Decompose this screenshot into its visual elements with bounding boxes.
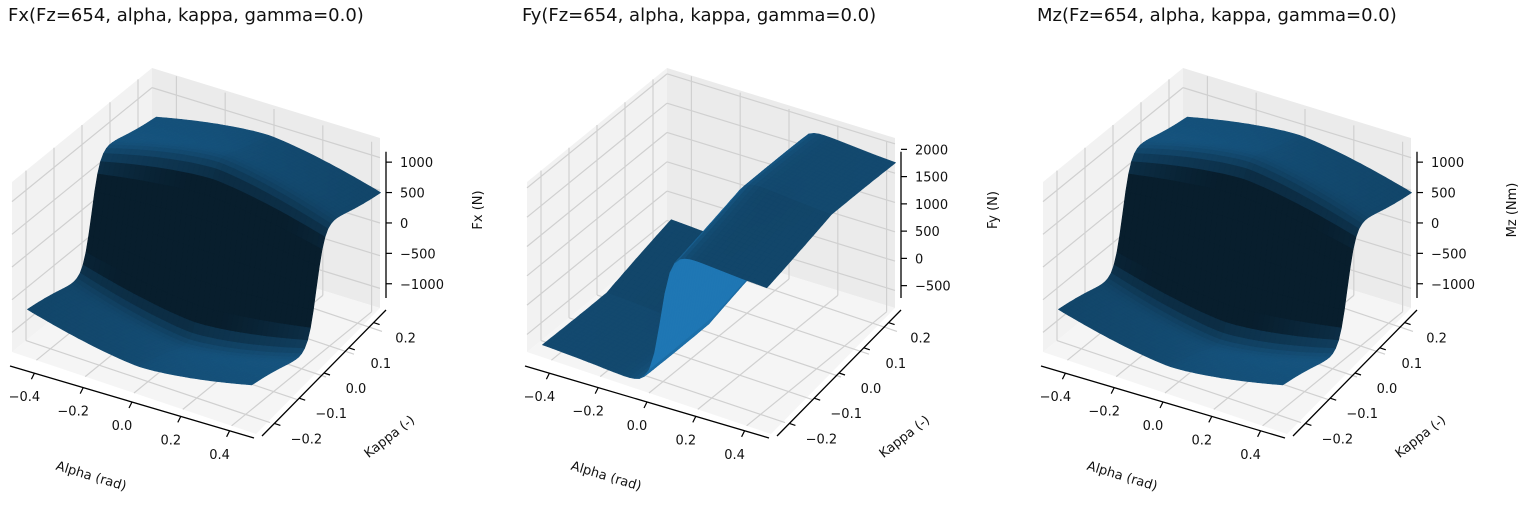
kappa-tick-label: −0.1 [830, 407, 862, 422]
kappa-tick [299, 397, 306, 401]
kappa-tick-label: 0.2 [910, 332, 931, 347]
kappa-tick [323, 372, 331, 376]
kappa-tick [789, 422, 796, 426]
z-tick-label: 500 [915, 225, 940, 240]
grid-line [526, 219, 668, 335]
z-tick-label: 2000 [915, 143, 948, 158]
z-axis-label: Fx (N) [471, 190, 486, 229]
kappa-tick [888, 322, 895, 326]
alpha-tick-label: −0.2 [57, 405, 89, 420]
kappa-tick-label: −0.1 [315, 407, 347, 422]
grid-line [666, 73, 896, 145]
grid-line [526, 161, 668, 277]
alpha-tick-label: −0.2 [572, 405, 604, 420]
kappa-tick [373, 322, 380, 326]
alpha-tick [594, 387, 599, 394]
z-tick-label: 1000 [400, 156, 433, 171]
kappa-axis-label: Kappa (-) [877, 413, 933, 462]
kappa-tick [274, 422, 281, 426]
kappa-tick-label: 0.1 [885, 357, 906, 372]
alpha-tick [177, 416, 182, 423]
z-tick-label: 0 [400, 217, 408, 232]
z-tick-label: −500 [915, 280, 951, 295]
alpha-tick-label: −0.4 [524, 390, 556, 405]
grid-line [526, 102, 668, 218]
kappa-tick [348, 347, 355, 351]
alpha-axis-label: Alpha (rad) [569, 459, 643, 495]
z-tick-label: 1500 [915, 171, 948, 186]
plot-fy: −0.4−0.20.00.20.4−0.2−0.10.00.10.2−50005… [524, 68, 1001, 494]
alpha-tick [741, 430, 746, 438]
alpha-tick-label: 0.0 [112, 419, 133, 434]
alpha-tick-label: 0.2 [160, 433, 181, 448]
alpha-tick-label: 0.4 [724, 448, 745, 463]
alpha-tick [128, 401, 133, 409]
grid-line [11, 87, 153, 203]
alpha-tick [545, 372, 550, 380]
z-tick-label: 500 [400, 187, 425, 202]
kappa-axis-label: Kappa (-) [362, 413, 418, 462]
plot-fx: −0.4−0.20.00.20.4−0.2−0.10.00.10.2−1000−… [9, 68, 486, 494]
surface [542, 133, 896, 379]
alpha-axis-label: Alpha (rad) [54, 459, 128, 495]
alpha-tick-label: 0.2 [675, 433, 696, 448]
alpha-tick [692, 416, 697, 423]
z-tick-label: 1000 [915, 198, 948, 213]
grid-line [25, 340, 271, 424]
surface-patch [246, 382, 256, 386]
kappa-tick-label: −0.2 [291, 432, 323, 447]
alpha-tick [30, 372, 35, 380]
alpha-tick [643, 401, 648, 409]
kappa-tick [838, 372, 846, 376]
z-axis-label: Fy (N) [986, 191, 1001, 229]
z-tick-label: −500 [400, 247, 436, 262]
plot-mz: −0.4−0.20.00.20.4−0.2−0.10.00.10.2−1000−… [1040, 68, 1520, 494]
kappa-tick-label: 0.2 [395, 332, 416, 347]
z-tick-label: 0 [915, 252, 923, 267]
alpha-tick [79, 387, 84, 394]
grid-line [526, 73, 668, 189]
kappa-tick-label: 0.0 [861, 382, 882, 397]
kappa-tick [863, 347, 870, 351]
kappa-tick-label: 0.1 [370, 357, 391, 372]
kappa-tick-label: −0.2 [806, 432, 838, 447]
z-tick-label: −1000 [400, 278, 444, 293]
alpha-tick-label: −0.4 [9, 390, 41, 405]
grid-line [526, 190, 668, 306]
surface [27, 116, 381, 386]
grid-line [151, 87, 381, 159]
alpha-tick [226, 430, 231, 438]
grid-line [526, 132, 668, 247]
kappa-tick [814, 397, 821, 401]
alpha-tick-label: 0.0 [627, 419, 648, 434]
alpha-tick-label: 0.4 [209, 448, 230, 463]
kappa-tick-label: 0.0 [346, 382, 367, 397]
